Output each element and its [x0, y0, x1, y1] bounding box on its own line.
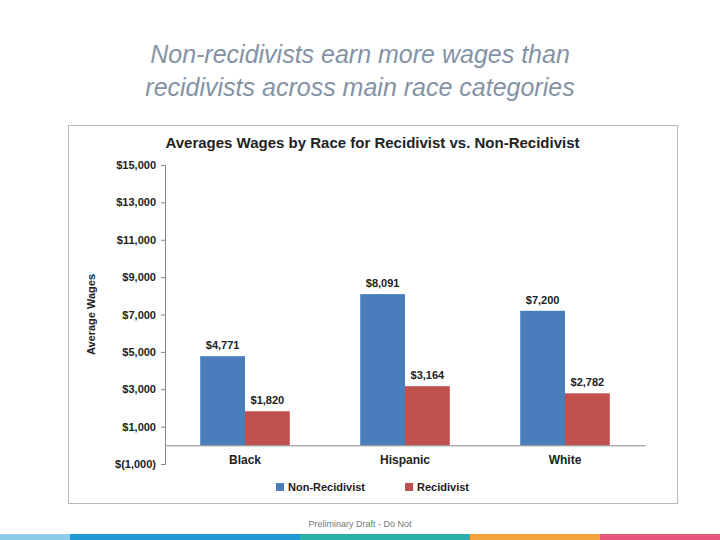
chart-frame [69, 126, 678, 504]
strip-segment [0, 534, 70, 540]
x-tick: Black [229, 453, 261, 467]
y-tick: $13,000 [116, 196, 165, 208]
y-tick-label: $13,000 [116, 196, 156, 208]
slide-heading: Non-recidivists earn more wages than rec… [110, 38, 610, 104]
chart-svg: Averages Wages by Race for Recidivist vs… [0, 0, 720, 540]
y-tick-mark [161, 202, 165, 203]
x-tick: White [549, 453, 582, 467]
y-tick-label: $9,000 [122, 271, 156, 283]
y-tick-mark [161, 240, 165, 241]
y-axis: $(1,000) $1,000 $3,000 $5,000 $7,000 $9,000 $1… [115, 159, 165, 470]
legend-item: Recidivist [405, 481, 469, 493]
y-tick-label: $(1,000) [115, 458, 156, 470]
legend-item: Non-Recidivist [276, 481, 365, 493]
y-tick-mark [161, 464, 165, 465]
y-tick: $9,000 [122, 271, 165, 283]
footer: Preliminary Draft - Do Not [308, 519, 412, 529]
x-axis-line [166, 445, 646, 446]
y-tick: $3,000 [122, 383, 165, 395]
y-tick-label: $15,000 [116, 159, 156, 171]
x-tick-label: Hispanic [380, 453, 430, 467]
bar [565, 393, 610, 445]
y-tick: $11,000 [117, 234, 165, 246]
bars [200, 294, 610, 445]
y-tick-label: $3,000 [122, 383, 156, 395]
y-tick: $15,000 [116, 159, 165, 171]
y-tick-mark [161, 165, 165, 166]
legend-label: Recidivist [417, 481, 469, 493]
data-label: $1,820 [251, 394, 285, 406]
bar [245, 411, 290, 445]
y-tick-mark [161, 315, 165, 316]
bar [405, 386, 450, 445]
y-tick: $5,000 [122, 346, 165, 358]
y-tick-label: $7,000 [122, 309, 156, 321]
y-axis-line [161, 166, 166, 465]
strip-segment [600, 534, 720, 540]
bar [360, 294, 405, 445]
data-labels: $4,771 $8,091 $7,200 $1,820 $3,164 $2,782 [206, 277, 604, 406]
y-tick: $7,000 [122, 309, 165, 321]
y-tick-mark [161, 389, 165, 390]
y-tick: $(1,000) [115, 458, 165, 470]
data-label: $8,091 [366, 277, 400, 289]
data-label: $2,782 [571, 376, 605, 388]
bar [520, 311, 565, 446]
x-tick: Hispanic [380, 453, 430, 467]
legend: Non-Recidivist Recidivist [276, 481, 469, 493]
strip-segment [70, 534, 300, 540]
chart-title: Averages Wages by Race for Recidivist vs… [165, 134, 579, 151]
x-tick-label: Black [229, 453, 261, 467]
y-tick-mark [161, 427, 165, 428]
y-tick-label: $11,000 [117, 234, 156, 246]
footer-strip [0, 534, 720, 540]
data-label: $7,200 [526, 294, 560, 306]
legend-label: Non-Recidivist [288, 481, 365, 493]
bar [200, 356, 245, 445]
y-tick-mark [161, 277, 165, 278]
legend-swatch [276, 483, 284, 491]
y-axis-title: Average Wages [85, 274, 97, 355]
x-axis: Black Hispanic White [166, 446, 646, 467]
data-label: $4,771 [206, 339, 240, 351]
y-tick: $1,000 [122, 421, 165, 433]
strip-segment [300, 534, 470, 540]
data-label: $3,164 [411, 369, 446, 381]
x-tick-label: White [549, 453, 582, 467]
y-tick-label: $1,000 [122, 421, 156, 433]
strip-segment [470, 534, 600, 540]
y-tick-mark [161, 352, 165, 353]
y-tick-label: $5,000 [122, 346, 156, 358]
legend-swatch [405, 483, 413, 491]
